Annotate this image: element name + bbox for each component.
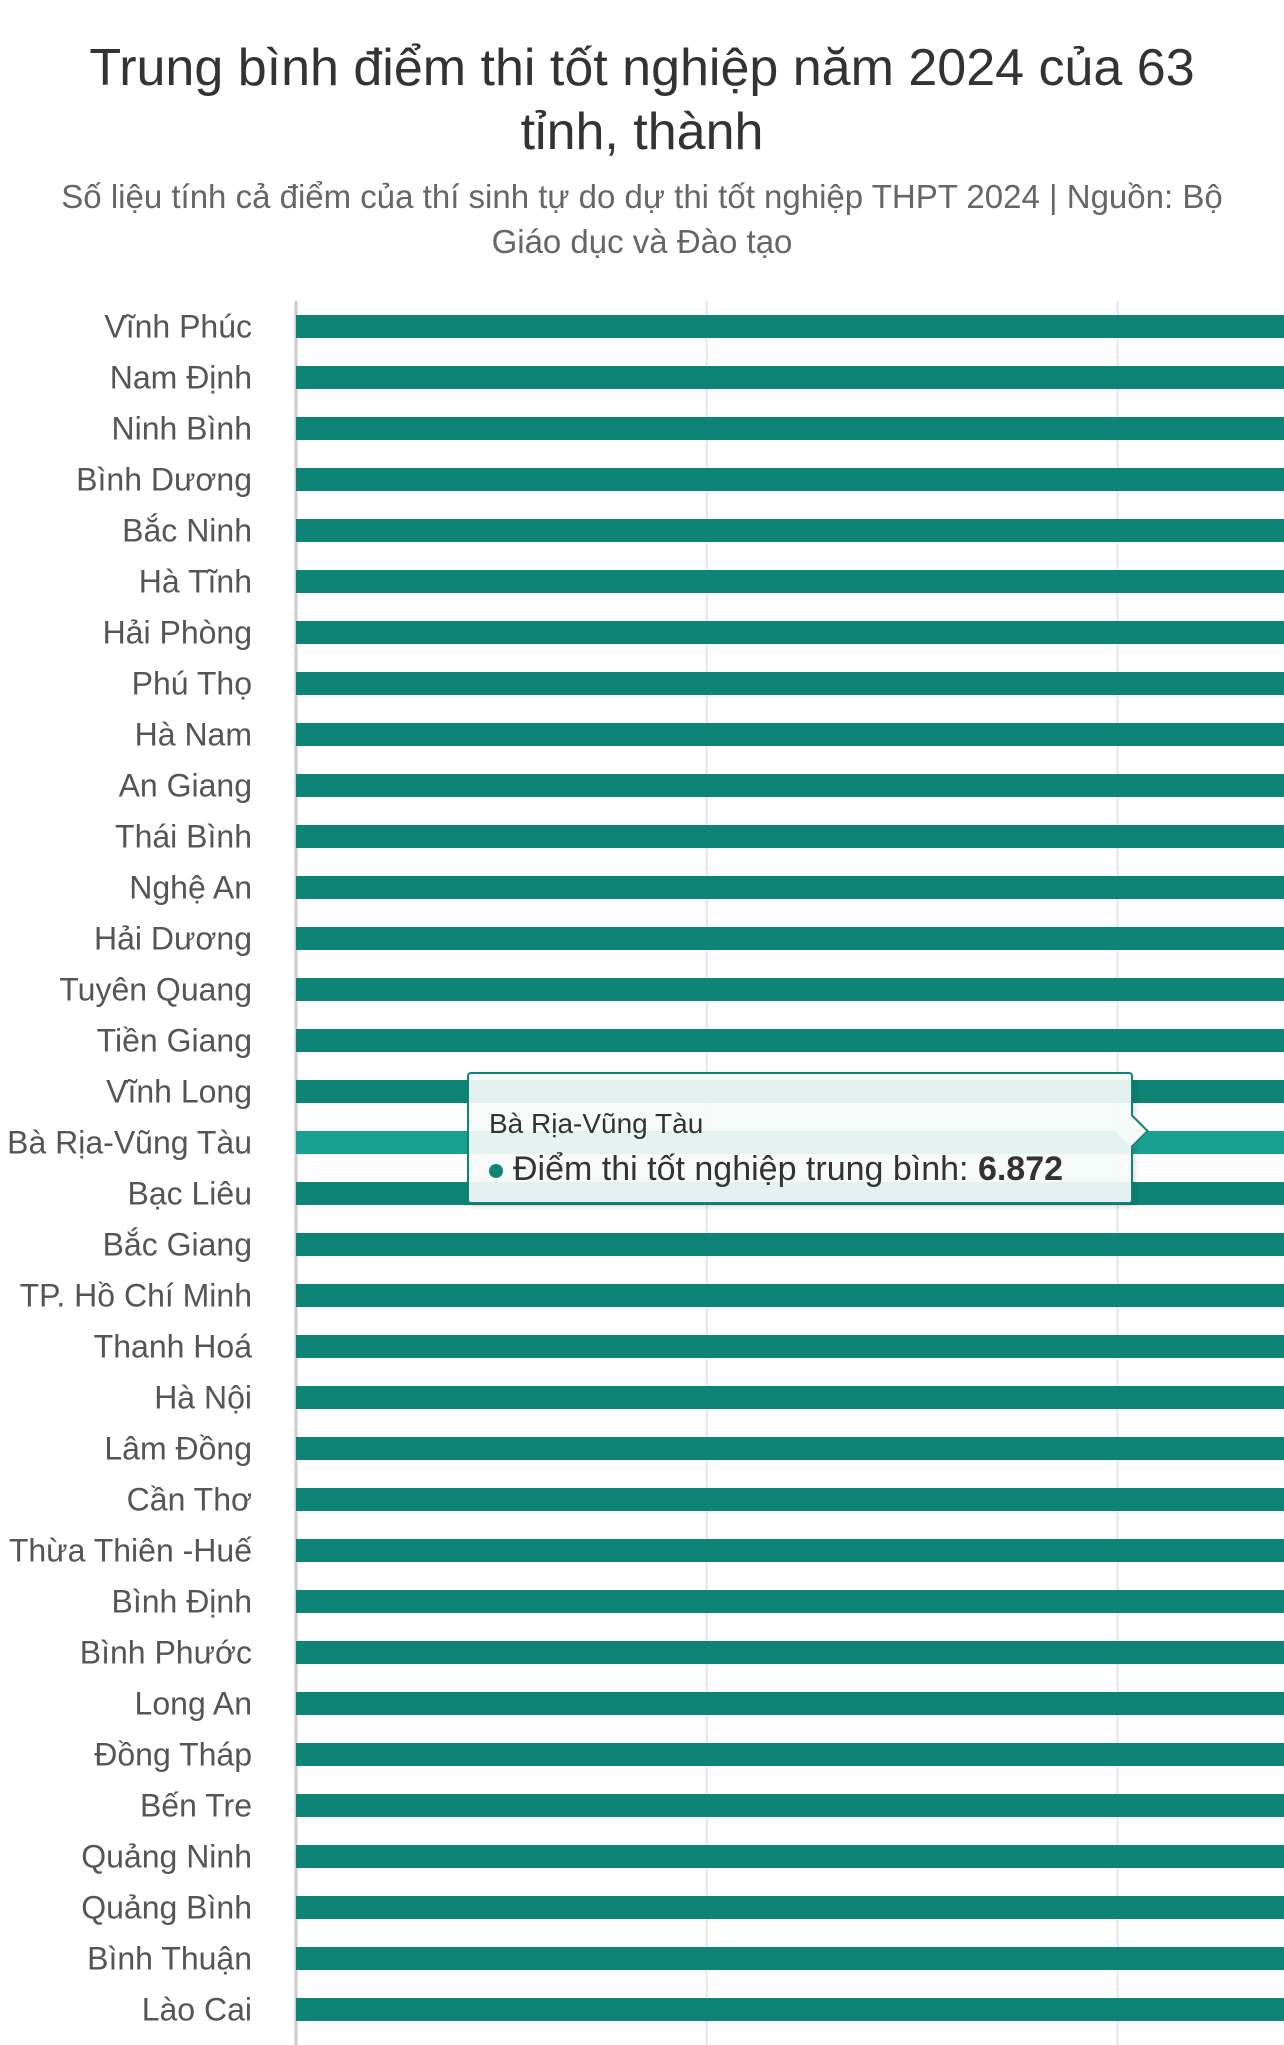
- category-label: Tuyên Quang: [59, 972, 252, 1008]
- bar[interactable]: [296, 1437, 1284, 1460]
- category-label: Ninh Bình: [111, 411, 252, 447]
- bar[interactable]: [296, 672, 1284, 695]
- bar[interactable]: [296, 1590, 1284, 1613]
- category-label: Tiền Giang: [97, 1023, 252, 1059]
- bar[interactable]: [296, 1284, 1284, 1307]
- bar[interactable]: [296, 723, 1284, 746]
- bar[interactable]: [296, 927, 1284, 950]
- tooltip-value: 6.872: [977, 1150, 1064, 1188]
- bar[interactable]: [296, 1896, 1284, 1919]
- category-label: Bắc Giang: [103, 1227, 252, 1263]
- bar[interactable]: [296, 978, 1284, 1001]
- category-label: Vĩnh Phúc: [104, 309, 252, 345]
- bar[interactable]: [296, 825, 1284, 848]
- bar[interactable]: [296, 417, 1284, 440]
- bar[interactable]: [296, 1947, 1284, 1970]
- tooltip-category: Bà Rịa-Vũng Tàu: [489, 1108, 704, 1139]
- bar[interactable]: [296, 570, 1284, 593]
- category-label: Nghệ An: [129, 870, 252, 906]
- category-label: Cần Thơ: [127, 1482, 252, 1518]
- bar[interactable]: [296, 519, 1284, 542]
- category-label: Bình Định: [111, 1584, 252, 1620]
- category-label: Bình Thuận: [87, 1941, 252, 1977]
- category-label: An Giang: [119, 768, 252, 804]
- category-label: Lào Cai: [142, 1992, 252, 2028]
- bar[interactable]: [296, 1998, 1284, 2021]
- chart-title: Trung bình điểm thi tốt nghiệp năm 2024 …: [89, 39, 1195, 161]
- category-label: Long An: [135, 1686, 252, 1722]
- category-label: Bạc Liêu: [127, 1176, 252, 1212]
- tooltip-series-label: Điểm thi tốt nghiệp trung bình:: [513, 1150, 978, 1188]
- category-label: Hà Tĩnh: [139, 564, 252, 600]
- bar[interactable]: [296, 774, 1284, 797]
- bar[interactable]: [296, 621, 1284, 644]
- bar[interactable]: [296, 876, 1284, 899]
- category-label: Bà Rịa-Vũng Tàu: [7, 1125, 252, 1161]
- tooltip: Bà Rịa-Vũng Tàu Điểm thi tốt nghiệp trun…: [467, 1072, 1149, 1204]
- category-label: Vĩnh Long: [106, 1074, 252, 1110]
- category-label: Quảng Ninh: [81, 1839, 252, 1875]
- category-label: Đồng Tháp: [94, 1737, 252, 1773]
- category-label: Lâm Đồng: [104, 1431, 252, 1467]
- bar[interactable]: [296, 1743, 1284, 1766]
- category-label: Thừa Thiên -Huế: [9, 1533, 252, 1569]
- bar[interactable]: [296, 1335, 1284, 1358]
- category-label: Phú Thọ: [132, 666, 252, 702]
- bar[interactable]: [296, 1488, 1284, 1511]
- bar[interactable]: [296, 366, 1284, 389]
- bar[interactable]: [296, 315, 1284, 338]
- bar[interactable]: [296, 1641, 1284, 1664]
- category-label: Hải Dương: [94, 921, 252, 957]
- category-label: Bình Phước: [80, 1635, 252, 1671]
- category-labels: Vĩnh Phúc Nam Định Ninh Bình Bình Dương Bắc …: [7, 309, 252, 2028]
- bar[interactable]: [296, 1794, 1284, 1817]
- category-label: Hải Phòng: [103, 615, 252, 651]
- bar[interactable]: [296, 1386, 1284, 1409]
- tooltip-series-line: Điểm thi tốt nghiệp trung bình: 6.872: [489, 1150, 1063, 1189]
- category-label: Nam Định: [110, 360, 252, 396]
- category-label: Bình Dương: [76, 462, 252, 498]
- bar[interactable]: [296, 1029, 1284, 1052]
- bar[interactable]: [296, 1845, 1284, 1868]
- bar[interactable]: [296, 1233, 1284, 1256]
- chart-subtitle: Số liệu tính cả điểm của thí sinh tự do …: [61, 178, 1223, 260]
- category-label: TP. Hồ Chí Minh: [20, 1278, 252, 1314]
- bar[interactable]: [296, 468, 1284, 491]
- dot-icon: [489, 1164, 503, 1179]
- category-label: Hà Nam: [135, 717, 252, 753]
- category-label: Quảng Bình: [81, 1890, 252, 1926]
- category-label: Thái Bình: [115, 819, 252, 855]
- category-label: Hà Nội: [154, 1380, 252, 1416]
- category-label: Bắc Ninh: [122, 513, 252, 549]
- bar[interactable]: [296, 1692, 1284, 1715]
- category-label: Thanh Hoá: [94, 1329, 253, 1365]
- category-label: Bến Tre: [140, 1788, 252, 1824]
- bar[interactable]: [296, 1539, 1284, 1562]
